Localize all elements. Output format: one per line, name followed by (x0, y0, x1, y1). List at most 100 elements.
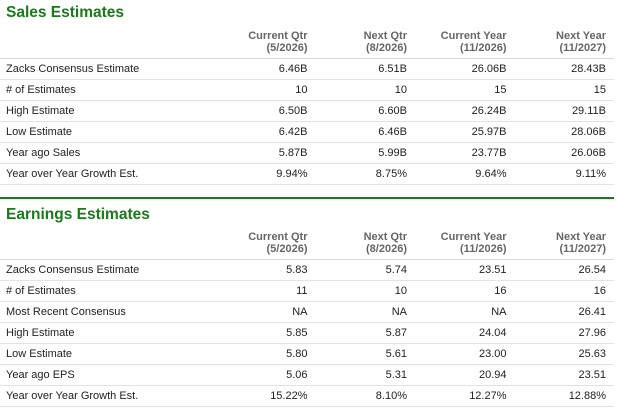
earnings-col-current-year: Current Year (11/2026) (415, 227, 515, 260)
column-period: (11/2026) (460, 42, 507, 54)
cell-value: 8.75% (315, 163, 415, 185)
cell-value: 5.85 (216, 322, 316, 344)
cell-value: NA (216, 301, 316, 323)
earnings-header-row: Current Qtr (5/2026) Next Qtr (8/2026) C… (0, 227, 614, 260)
cell-value: 12.27% (415, 385, 515, 407)
table-row: Low Estimate 5.80 5.61 23.00 25.63 (0, 343, 614, 365)
cell-value: 8.10% (315, 385, 415, 407)
cell-value: 6.60B (315, 100, 415, 122)
cell-value: 28.43B (514, 58, 614, 80)
cell-value: 16 (514, 280, 614, 302)
table-row: Year ago EPS 5.06 5.31 20.94 23.51 (0, 364, 614, 386)
cell-value: 26.54 (514, 259, 614, 281)
table-row: Most Recent Consensus NA NA NA 26.41 (0, 301, 614, 323)
row-label: # of Estimates (0, 79, 216, 101)
table-row: Year over Year Growth Est. 15.22% 8.10% … (0, 385, 614, 407)
row-label: High Estimate (0, 100, 216, 122)
earnings-col-next-qtr: Next Qtr (8/2026) (315, 227, 415, 260)
row-label: Year ago EPS (0, 364, 216, 386)
cell-value: 6.51B (315, 58, 415, 80)
cell-value: 5.31 (315, 364, 415, 386)
row-label: Low Estimate (0, 343, 216, 365)
sales-estimates-table: Current Qtr (5/2026) Next Qtr (8/2026) C… (0, 26, 614, 185)
row-label: Zacks Consensus Estimate (0, 259, 216, 281)
cell-value: NA (415, 301, 515, 323)
cell-value: 23.51 (415, 259, 515, 281)
table-row: Zacks Consensus Estimate 5.83 5.74 23.51… (0, 259, 614, 281)
cell-value: 26.41 (514, 301, 614, 323)
sales-col-next-qtr: Next Qtr (8/2026) (315, 26, 415, 59)
cell-value: 23.51 (514, 364, 614, 386)
table-row: Low Estimate 6.42B 6.46B 25.97B 28.06B (0, 121, 614, 143)
column-period: (11/2027) (559, 243, 606, 255)
cell-value: 15 (514, 79, 614, 101)
row-label: # of Estimates (0, 280, 216, 302)
column-label: Next Year (556, 30, 606, 42)
sales-estimates-section: Sales Estimates Current Qtr (5/2026) Nex… (0, 0, 614, 185)
cell-value: 9.94% (216, 163, 316, 185)
cell-value: 10 (315, 79, 415, 101)
cell-value: 12.88% (514, 385, 614, 407)
cell-value: 5.87B (216, 142, 316, 164)
table-row: Year ago Sales 5.87B 5.99B 23.77B 26.06B (0, 142, 614, 164)
column-period: (11/2027) (559, 42, 606, 54)
column-label: Next Qtr (363, 231, 407, 243)
column-label: Current Year (440, 30, 507, 42)
cell-value: 5.06 (216, 364, 316, 386)
cell-value: 25.63 (514, 343, 614, 365)
table-row: # of Estimates 10 10 15 15 (0, 79, 614, 101)
cell-value: 26.06B (415, 58, 515, 80)
row-label: Year over Year Growth Est. (0, 163, 216, 185)
cell-value: 6.50B (216, 100, 316, 122)
earnings-header-blank (0, 227, 216, 260)
row-label: Year ago Sales (0, 142, 216, 164)
cell-value: 11 (216, 280, 316, 302)
earnings-estimates-section: Earnings Estimates Current Qtr (5/2026) … (0, 197, 614, 407)
row-label: Year over Year Growth Est. (0, 385, 216, 407)
sales-col-next-year: Next Year (11/2027) (514, 26, 614, 59)
column-label: Current Qtr (248, 231, 308, 243)
cell-value: 5.99B (315, 142, 415, 164)
column-period: (5/2026) (266, 42, 308, 54)
cell-value: 26.24B (415, 100, 515, 122)
table-row: High Estimate 6.50B 6.60B 26.24B 29.11B (0, 100, 614, 122)
table-row: # of Estimates 11 10 16 16 (0, 280, 614, 302)
column-label: Current Year (440, 231, 507, 243)
row-label: High Estimate (0, 322, 216, 344)
column-period: (5/2026) (266, 243, 308, 255)
cell-value: 6.46B (315, 121, 415, 143)
row-label: Most Recent Consensus (0, 301, 216, 323)
cell-value: 10 (216, 79, 316, 101)
earnings-col-current-qtr: Current Qtr (5/2026) (216, 227, 316, 260)
earnings-estimates-title: Earnings Estimates (6, 206, 150, 223)
cell-value: 5.61 (315, 343, 415, 365)
earnings-estimates-table: Current Qtr (5/2026) Next Qtr (8/2026) C… (0, 227, 614, 407)
cell-value: 10 (315, 280, 415, 302)
column-period: (11/2026) (460, 243, 507, 255)
sales-col-current-year: Current Year (11/2026) (415, 26, 515, 59)
column-label: Next Qtr (363, 30, 407, 42)
cell-value: 5.87 (315, 322, 415, 344)
table-row: Zacks Consensus Estimate 6.46B 6.51B 26.… (0, 58, 614, 80)
cell-value: 29.11B (514, 100, 614, 122)
sales-estimates-title: Sales Estimates (6, 4, 125, 21)
sales-header-blank (0, 26, 216, 59)
column-label: Current Qtr (248, 30, 308, 42)
cell-value: 9.11% (514, 163, 614, 185)
cell-value: 9.64% (415, 163, 515, 185)
cell-value: 25.97B (415, 121, 515, 143)
cell-value: 15.22% (216, 385, 316, 407)
earnings-col-next-year: Next Year (11/2027) (514, 227, 614, 260)
sales-header-row: Current Qtr (5/2026) Next Qtr (8/2026) C… (0, 26, 614, 59)
cell-value: 20.94 (415, 364, 515, 386)
cell-value: NA (315, 301, 415, 323)
cell-value: 15 (415, 79, 515, 101)
cell-value: 5.80 (216, 343, 316, 365)
table-row: Year over Year Growth Est. 9.94% 8.75% 9… (0, 163, 614, 185)
cell-value: 27.96 (514, 322, 614, 344)
column-label: Next Year (556, 231, 606, 243)
row-label: Low Estimate (0, 121, 216, 143)
cell-value: 23.77B (415, 142, 515, 164)
row-label: Zacks Consensus Estimate (0, 58, 216, 80)
column-period: (8/2026) (366, 243, 407, 255)
